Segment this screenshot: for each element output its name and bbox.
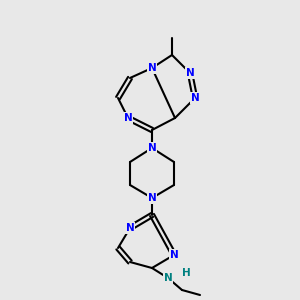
Text: N: N <box>190 93 200 103</box>
Text: N: N <box>148 63 156 73</box>
Text: H: H <box>182 268 191 278</box>
Text: N: N <box>124 113 132 123</box>
Text: N: N <box>169 250 178 260</box>
Text: N: N <box>164 273 172 283</box>
Text: N: N <box>126 223 134 233</box>
Text: N: N <box>148 143 156 153</box>
Text: N: N <box>186 68 194 78</box>
Text: N: N <box>148 193 156 203</box>
